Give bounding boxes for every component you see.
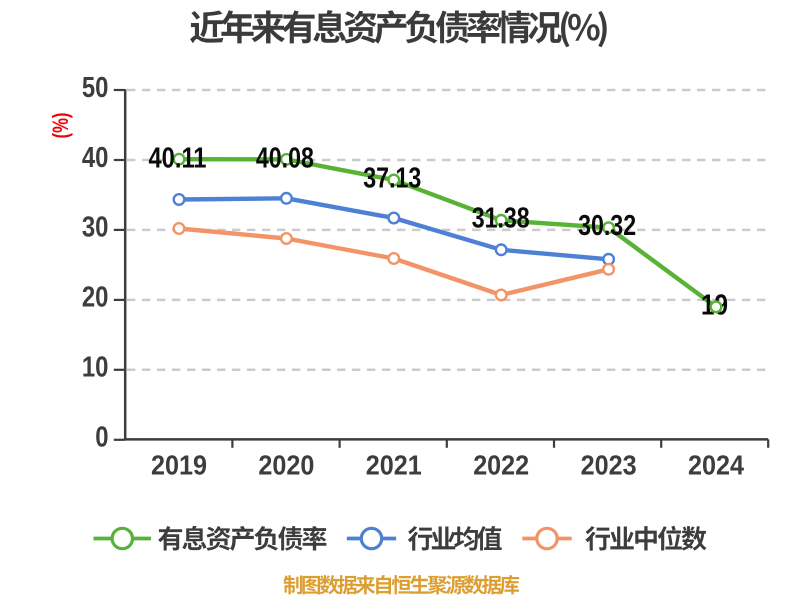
- svg-text:30: 30: [82, 212, 109, 244]
- svg-text:(%): (%): [48, 113, 73, 139]
- svg-text:2022: 2022: [473, 449, 529, 480]
- svg-text:31.38: 31.38: [472, 202, 530, 234]
- svg-text:2019: 2019: [151, 449, 207, 480]
- svg-text:37.13: 37.13: [363, 163, 421, 195]
- svg-text:50: 50: [82, 72, 109, 104]
- svg-text:2024: 2024: [688, 449, 745, 480]
- svg-text:30.32: 30.32: [578, 210, 636, 242]
- svg-text:2023: 2023: [581, 449, 637, 480]
- svg-text:10: 10: [82, 352, 109, 384]
- svg-text:40.11: 40.11: [149, 142, 207, 174]
- svg-text:40: 40: [82, 142, 109, 174]
- svg-text:20: 20: [82, 282, 109, 314]
- svg-text:0: 0: [95, 422, 108, 454]
- svg-text:2021: 2021: [366, 449, 422, 480]
- svg-text:40.08: 40.08: [256, 143, 314, 175]
- svg-text:2020: 2020: [258, 449, 314, 480]
